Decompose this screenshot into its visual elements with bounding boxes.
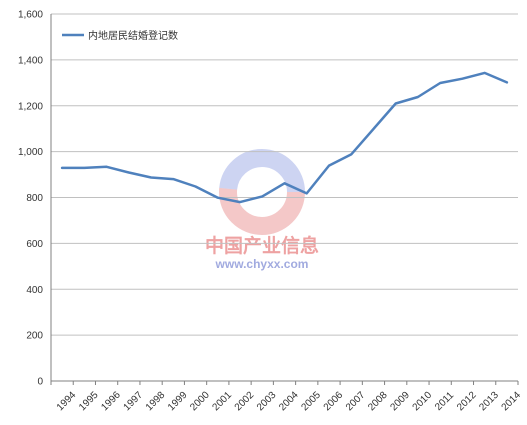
series-line: [60, 71, 509, 204]
y-axis-ticks: 0 200 400 600 800 1,000 1,200 1,400 1,600: [18, 10, 43, 388]
x-tick-label: 2009: [388, 389, 412, 413]
x-tick-label: 2006: [322, 389, 346, 413]
watermark-ring-red: [219, 149, 305, 235]
x-tick-label: 2013: [477, 389, 501, 413]
x-tick-label: 1996: [99, 389, 123, 413]
y-tick-label: 0: [37, 377, 43, 388]
x-tick-label: 1995: [77, 389, 101, 413]
series-lines: [60, 71, 509, 204]
x-tick-label: 2001: [211, 389, 235, 413]
x-tick-label: 1994: [55, 389, 79, 413]
x-tick-label: 1999: [166, 389, 190, 413]
x-tick-label: 2010: [411, 389, 435, 413]
watermark-brand: 中国产业信息: [205, 234, 319, 257]
x-tick-label: 2004: [277, 389, 301, 413]
x-tick-label: 2007: [344, 389, 368, 413]
y-tick-label: 200: [26, 331, 43, 342]
x-tick-label: 2011: [433, 390, 456, 413]
y-tick-label: 1,400: [18, 55, 43, 66]
y-tick-label: 1,000: [18, 147, 43, 158]
watermark-url: www.chyxx.com: [215, 257, 309, 271]
gridlines: [51, 13, 518, 336]
x-tick-label: 2002: [233, 389, 257, 413]
axes: [50, 14, 518, 382]
x-tick-label: 2000: [188, 389, 212, 413]
y-tick-label: 400: [26, 285, 43, 296]
watermark-logo: 中国产业信息 www.chyxx.com: [205, 149, 319, 271]
x-tick-label: 2005: [299, 389, 323, 413]
x-tick-label: 2014: [500, 389, 524, 413]
x-tick-label: 2008: [366, 389, 390, 413]
x-tick-label: 2003: [255, 389, 279, 413]
x-tick-label: 1998: [144, 389, 168, 413]
x-tick-label: 1997: [122, 389, 146, 413]
y-tick-label: 800: [26, 193, 43, 204]
y-tick-label: 1,200: [18, 101, 43, 112]
y-tick-label: 1,600: [18, 10, 43, 21]
x-axis-ticks: 1994199519961997199819992000200120022003…: [50, 381, 524, 413]
legend-label: 内地居民结婚登记数: [88, 29, 178, 42]
y-tick-label: 600: [26, 239, 43, 250]
watermark-ring-blue: [219, 149, 305, 235]
x-tick-label: 2012: [455, 389, 479, 413]
legend: 内地居民结婚登记数: [62, 29, 178, 42]
